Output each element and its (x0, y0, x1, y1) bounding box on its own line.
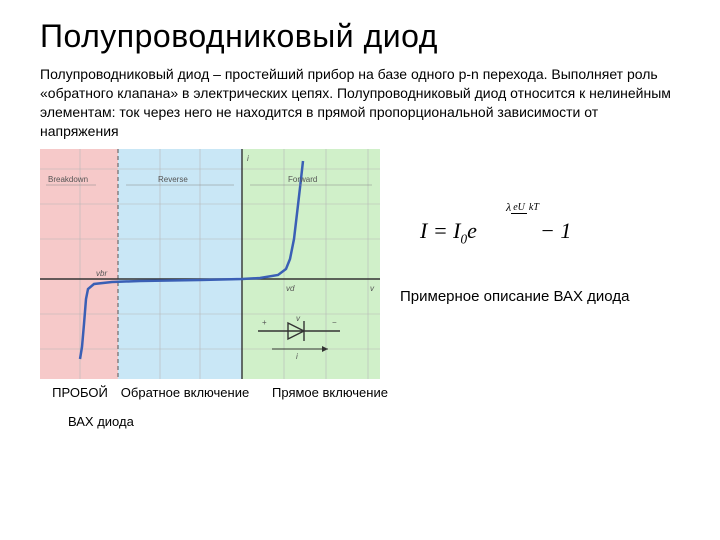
region-label-breakdown: Breakdown (48, 175, 88, 184)
iv-formula: I = I0e λeUkT − 1 (400, 204, 680, 258)
region-label-forward: Forward (288, 175, 317, 184)
formula-lhs: I = I (420, 218, 461, 243)
minus-label: − (332, 318, 337, 327)
formula-e: e (467, 218, 477, 243)
vd-label: vd (286, 284, 295, 293)
symbol-i: i (296, 352, 298, 361)
plus-label: + (262, 318, 267, 327)
chart-container: Breakdown Reverse Forward vbr vd v i + −… (40, 149, 380, 379)
formula-frac-den: kT (527, 202, 541, 213)
label-breakdown: ПРОБОЙ (40, 385, 120, 400)
label-reverse: Обратное включение (120, 385, 250, 400)
description-text: Полупроводниковый диод – простейший приб… (40, 65, 680, 141)
formula-caption: Примерное описание ВАХ диода (400, 288, 680, 305)
formula-frac-num: eU (511, 202, 527, 214)
page-title: Полупроводниковый диод (40, 18, 680, 55)
formula-tail: − 1 (540, 218, 571, 244)
i-axis-label: i (247, 154, 249, 163)
region-label-reverse: Reverse (158, 175, 188, 184)
label-forward: Прямое включение (250, 385, 410, 400)
right-column: I = I0e λeUkT − 1 Примерное описание ВАХ… (400, 149, 680, 305)
vax-caption: ВАХ диода (68, 414, 680, 429)
region-labels-row: ПРОБОЙ Обратное включение Прямое включен… (40, 385, 440, 400)
content-row: Breakdown Reverse Forward vbr vd v i + −… (40, 149, 680, 379)
vbr-label: vbr (96, 269, 107, 278)
iv-curve-chart: Breakdown Reverse Forward vbr vd v i + −… (40, 149, 380, 379)
